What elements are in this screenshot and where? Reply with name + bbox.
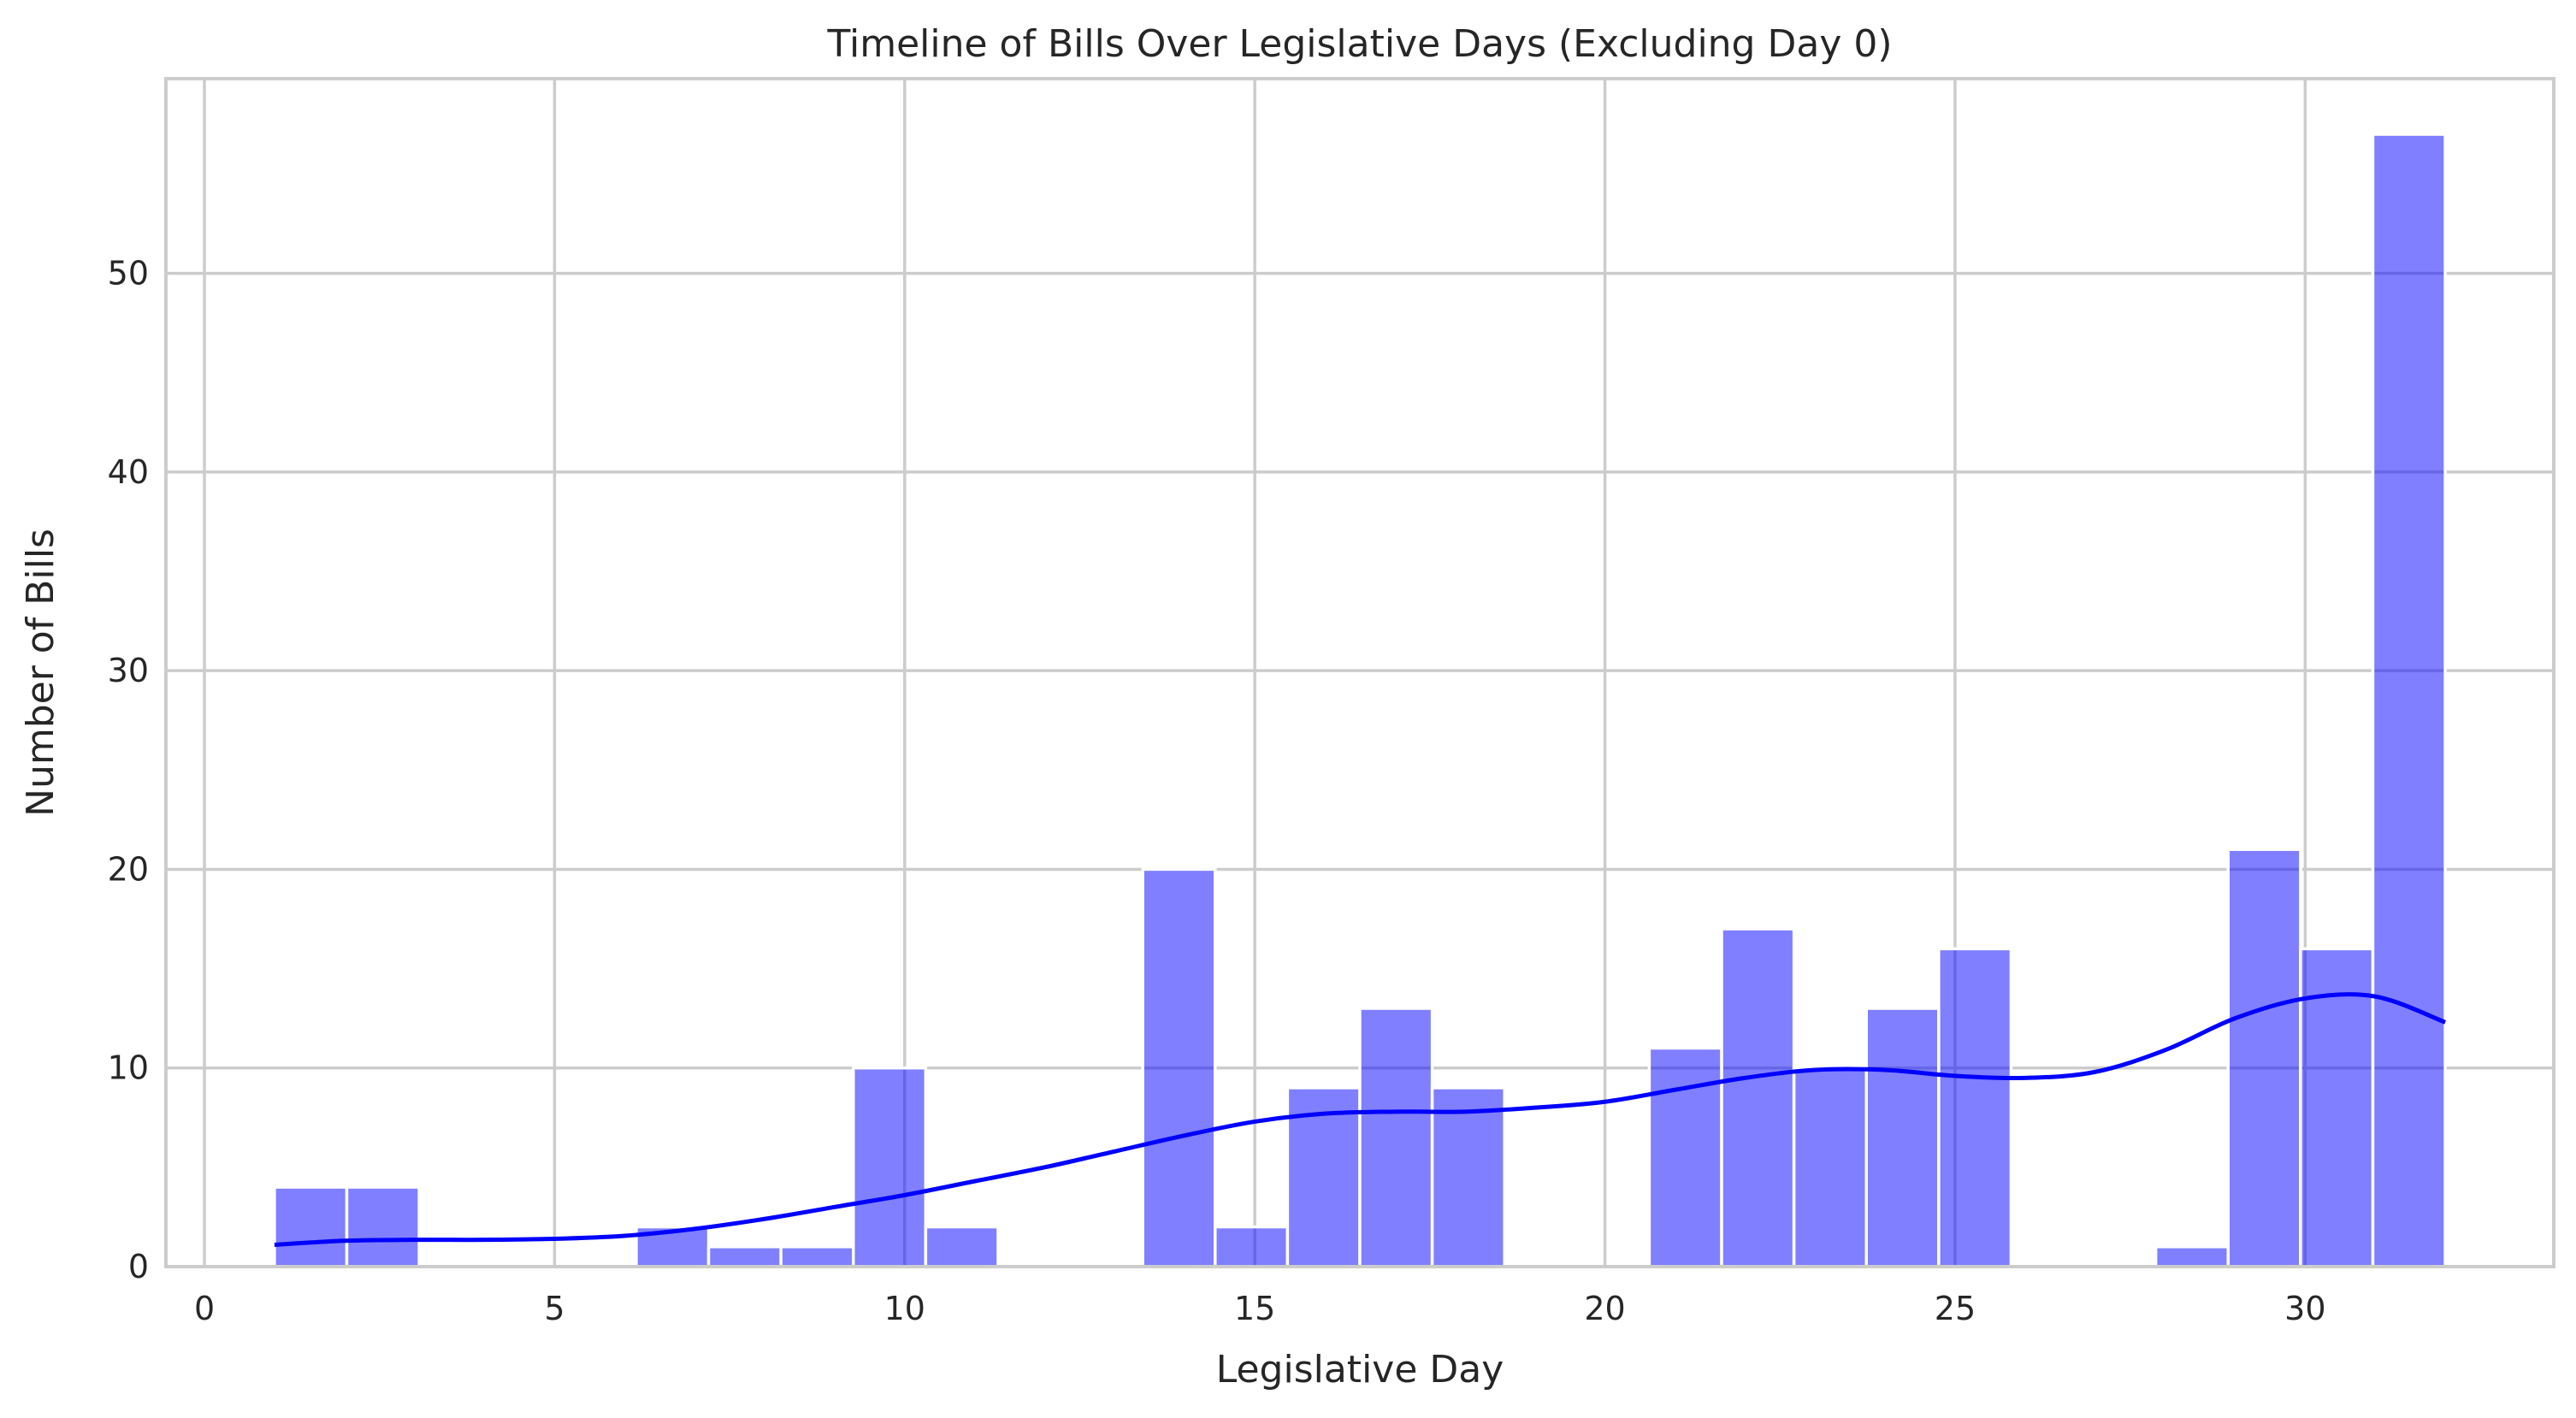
x-tick-label: 15 (1234, 1290, 1275, 1327)
histogram-bar (1430, 1086, 1506, 1268)
histogram-bars (273, 133, 2447, 1268)
histogram-bar (1720, 927, 1796, 1268)
y-axis-label: Number of Bills (19, 529, 62, 817)
x-tick-label: 25 (1935, 1290, 1976, 1327)
histogram-bar (924, 1225, 1000, 1268)
histogram-bar (1141, 867, 1217, 1268)
y-tick-label: 20 (108, 850, 149, 888)
x-tick-label: 5 (544, 1290, 564, 1327)
y-tick-label: 0 (128, 1248, 149, 1285)
x-axis-label: Legislative Day (1216, 1348, 1504, 1391)
x-tick-label: 30 (2284, 1290, 2325, 1327)
histogram-bar (273, 1185, 349, 1268)
y-tick-label: 10 (108, 1049, 149, 1087)
histogram-bar (1937, 947, 2013, 1268)
histogram-bar (852, 1066, 928, 1268)
histogram-bar (2154, 1245, 2230, 1268)
histogram-bar (2299, 947, 2375, 1268)
y-tick-label: 40 (108, 453, 149, 491)
histogram-bar (706, 1245, 783, 1268)
y-tick-label: 50 (108, 255, 149, 292)
x-tick-label: 20 (1584, 1290, 1625, 1327)
x-tick-labels: 0 5 10 15 20 25 30 (194, 1290, 2326, 1327)
y-tick-labels: 0 10 20 30 40 50 (108, 255, 149, 1285)
histogram-bar (779, 1245, 855, 1268)
histogram-bar (1792, 1066, 1868, 1268)
kde-line (274, 992, 2446, 1247)
histogram-bar (2371, 133, 2447, 1268)
x-tick-label: 0 (194, 1290, 215, 1327)
histogram-bar (1864, 1007, 1941, 1268)
histogram-bar (1647, 1046, 1723, 1268)
plot-frame (164, 77, 2555, 1268)
histogram-bar (345, 1185, 421, 1268)
x-tick-label: 10 (884, 1290, 925, 1327)
histogram-bar (1214, 1225, 1290, 1268)
chart-title: Timeline of Bills Over Legislative Days … (826, 22, 1892, 66)
y-tick-label: 30 (108, 652, 149, 689)
histogram-bar (2226, 848, 2302, 1268)
histogram-bar (1358, 1007, 1434, 1268)
